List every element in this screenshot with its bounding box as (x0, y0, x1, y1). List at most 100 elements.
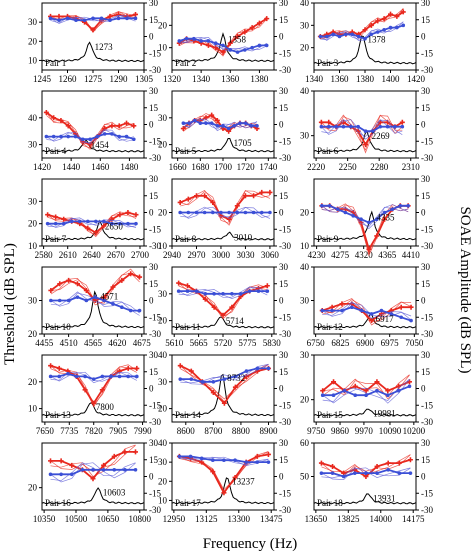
red-point (398, 304, 404, 310)
left-tick-label: 60 (300, 438, 310, 448)
blue-point (69, 472, 74, 477)
red-point (211, 304, 217, 310)
red-point (69, 462, 75, 468)
blue-point (75, 295, 80, 299)
blue-point (176, 289, 181, 293)
red-point (58, 117, 64, 123)
pair-label: Pair 11 (175, 322, 200, 332)
red-point (45, 212, 51, 218)
pair-label: Pair 12 (317, 322, 343, 332)
blue-point (342, 388, 347, 393)
blue-point (238, 121, 242, 125)
right-tick-label: 15 (421, 367, 431, 377)
right-tick-label: 0 (421, 120, 426, 130)
blue-point (184, 36, 189, 41)
x-tick-label: 13650 (305, 514, 328, 524)
right-tick-label: -15 (279, 312, 291, 322)
blue-point (382, 28, 386, 32)
red-point (366, 246, 372, 252)
right-tick-label: 0 (421, 472, 426, 482)
red-point (124, 120, 130, 126)
peak-frequency-label: 8732 (227, 373, 245, 383)
right-tick-label: 15 (149, 367, 159, 377)
right-tick-label: 0 (279, 120, 284, 130)
right-tick-label: 30 (279, 262, 289, 272)
blue-point (250, 45, 254, 50)
x-tick-label: 5665 (190, 338, 209, 348)
red-point (221, 490, 227, 496)
right-tick-label: -15 (421, 224, 433, 234)
blue-point (266, 460, 271, 464)
peak-frequency-label: 13237 (232, 477, 255, 487)
blue-point (400, 124, 405, 129)
blue-point (199, 39, 203, 43)
blue-point (395, 25, 399, 30)
x-tick-label: 14000 (370, 514, 393, 524)
red-point (107, 13, 113, 19)
blue-point (57, 18, 61, 23)
blue-point (211, 380, 216, 384)
x-tick-label: 2940 (163, 250, 182, 260)
x-tick-label: 3000 (212, 250, 231, 260)
pair-label: Pair 6 (317, 146, 339, 156)
blue-point (48, 16, 53, 21)
red-point (318, 119, 324, 125)
left-tick-label: 20 (158, 404, 168, 414)
x-tick-label: 7905 (109, 426, 128, 436)
red-point (369, 318, 375, 324)
red-point (185, 196, 191, 202)
blue-point (264, 43, 269, 48)
red-point (137, 274, 143, 280)
blue-point (203, 292, 208, 296)
blue-thin-series (322, 379, 410, 404)
blue-point (374, 217, 379, 221)
blue-point (382, 210, 387, 215)
right-tick-label: -30 (279, 153, 291, 163)
right-tick-label: 30 (421, 262, 431, 272)
x-tick-label: 7650 (36, 426, 55, 436)
red-point (93, 230, 99, 236)
red-point (48, 363, 54, 369)
blue-point (74, 18, 78, 23)
red-point (214, 117, 220, 123)
right-tick-label: 30 (421, 0, 431, 8)
blue-point (256, 289, 261, 293)
soae-trace (171, 138, 275, 153)
blue-point (375, 30, 380, 34)
x-tick-label: 13475 (260, 514, 283, 524)
blue-point (235, 50, 240, 54)
blue-point (100, 374, 105, 379)
left-tick-label: 20 (300, 395, 310, 405)
left-tick-label: 20 (158, 20, 168, 30)
red-point (407, 457, 413, 463)
blue-point (227, 210, 231, 215)
panel-14: -30 -15 0 15 30 20 30 40 8600 8700 8800 8900 Pair 14… (158, 350, 291, 436)
red-point (131, 123, 137, 129)
blue-point (369, 32, 374, 37)
blue-point (101, 468, 106, 472)
right-tick-label: 0 (279, 472, 284, 482)
blue-point (126, 374, 130, 379)
peak-frequency-label: 2650 (105, 221, 124, 231)
right-tick-label: 15 (421, 191, 431, 201)
x-tick-label: 1480 (120, 162, 139, 172)
right-tick-label: 15 (149, 279, 159, 289)
peak-frequency-label: 6917 (376, 314, 395, 324)
x-tick-label: 9860 (331, 426, 350, 436)
right-tick-label: -30 (421, 329, 433, 339)
peak-frequency-label: 3010 (234, 233, 253, 243)
right-tick-label: 30 (149, 262, 159, 272)
x-tick-label: 4410 (402, 250, 421, 260)
soae-trace (313, 129, 417, 153)
y-axis-label-right: SOAE Amplitude (dB SPL) (457, 206, 473, 373)
blue-point (134, 221, 138, 226)
right-tick-label: -15 (149, 224, 161, 234)
x-tick-label: 1680 (191, 162, 210, 172)
blue-point (109, 374, 113, 379)
blue-point (49, 298, 53, 303)
blue-thin-series (321, 206, 409, 228)
blue-point (268, 210, 272, 215)
blue-point (123, 468, 127, 472)
red-point (56, 365, 62, 371)
